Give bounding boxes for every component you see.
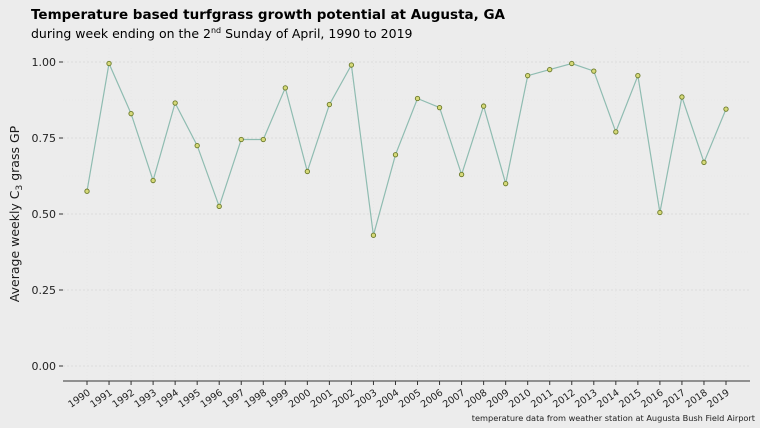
x-tick-label: 2002 [331, 387, 357, 410]
data-point [569, 60, 575, 67]
subtitle-suffix: Sunday of April, 1990 to 2019 [221, 26, 412, 41]
x-tick-label: 1990 [66, 387, 92, 410]
series-line [86, 61, 727, 236]
subtitle-prefix: during week ending on the 2 [31, 26, 211, 41]
chart-caption: temperature data from weather station at… [472, 413, 756, 423]
data-point [370, 232, 377, 238]
data-point [282, 85, 288, 91]
x-tick-label: 2009 [485, 387, 511, 410]
data-point [392, 152, 399, 158]
ylabel-prefix: Average weekly C [7, 190, 22, 302]
y-tick-label: 0.75 [32, 132, 57, 145]
chart-title: Temperature based turfgrass growth poten… [31, 7, 506, 23]
data-point [150, 177, 156, 184]
data-point [106, 60, 112, 67]
data-point [591, 68, 597, 74]
x-tick-label: 2005 [397, 387, 423, 410]
x-tick-label: 2001 [309, 387, 335, 410]
data-point [436, 104, 443, 111]
y-tick-label: 0.00 [32, 360, 57, 373]
x-tick-label: 2019 [705, 387, 731, 410]
x-tick-label: 2017 [661, 387, 687, 410]
y-tick-label: 0.50 [32, 208, 57, 221]
x-tick-label: 1994 [155, 387, 181, 410]
subtitle-superscript: nd [211, 26, 221, 35]
x-tick-label: 1995 [177, 387, 203, 410]
y-axis-title: Average weekly C3 grass GP [7, 125, 25, 302]
data-point [503, 180, 509, 187]
y-axis: 0.00 0.25 0.50 0.75 1.00 [32, 56, 63, 373]
x-tick-label: 2010 [507, 387, 533, 410]
data-point [414, 95, 421, 102]
data-point [348, 62, 355, 68]
x-tick-label: 1992 [110, 387, 136, 410]
y-tick-label: 0.25 [32, 284, 57, 297]
x-tick-label: 2007 [441, 387, 467, 410]
data-point [260, 136, 266, 143]
x-tick-label: 2000 [287, 387, 313, 410]
data-point [480, 103, 487, 109]
data-point [679, 94, 685, 100]
x-tick-label: 1999 [265, 387, 291, 410]
x-tick-label: 1998 [243, 387, 269, 410]
y-tick-label: 1.00 [32, 56, 57, 69]
data-point [172, 100, 178, 106]
data-point [701, 159, 707, 165]
data-point [458, 171, 465, 178]
x-tick-label: 2013 [573, 387, 599, 410]
data-point [723, 106, 729, 112]
data-point [194, 142, 200, 149]
data-point [128, 111, 134, 117]
x-tick-label: 2016 [639, 387, 665, 410]
data-point [657, 209, 663, 216]
data-points [84, 60, 729, 238]
x-tick-label: 2015 [617, 387, 643, 410]
ylabel-suffix: grass GP [7, 125, 22, 184]
data-point [216, 203, 222, 210]
x-axis: 1990199119921993199419951996199719981999… [66, 381, 732, 410]
data-point [635, 73, 641, 79]
data-point [326, 101, 333, 108]
chart-subtitle: during week ending on the 2nd Sunday of … [31, 26, 413, 41]
grid [63, 48, 750, 381]
data-point [613, 129, 619, 135]
x-tick-label: 2014 [595, 387, 621, 410]
x-tick-label: 2018 [683, 387, 709, 410]
x-tick-label: 2011 [529, 387, 555, 410]
x-tick-label: 1991 [88, 387, 114, 410]
x-tick-label: 1996 [199, 387, 225, 410]
data-point [547, 66, 553, 73]
x-tick-label: 2006 [419, 387, 445, 410]
x-tick-label: 1993 [133, 387, 159, 410]
data-point [84, 188, 90, 194]
data-point [525, 73, 531, 79]
x-tick-label: 1997 [221, 387, 247, 410]
x-tick-label: 2003 [353, 387, 379, 410]
data-point [238, 136, 244, 143]
ylabel-subscript: 3 [15, 185, 25, 191]
x-tick-label: 2012 [551, 387, 577, 410]
x-tick-label: 2008 [463, 387, 489, 410]
data-point [304, 168, 310, 175]
x-tick-label: 2004 [375, 387, 401, 410]
